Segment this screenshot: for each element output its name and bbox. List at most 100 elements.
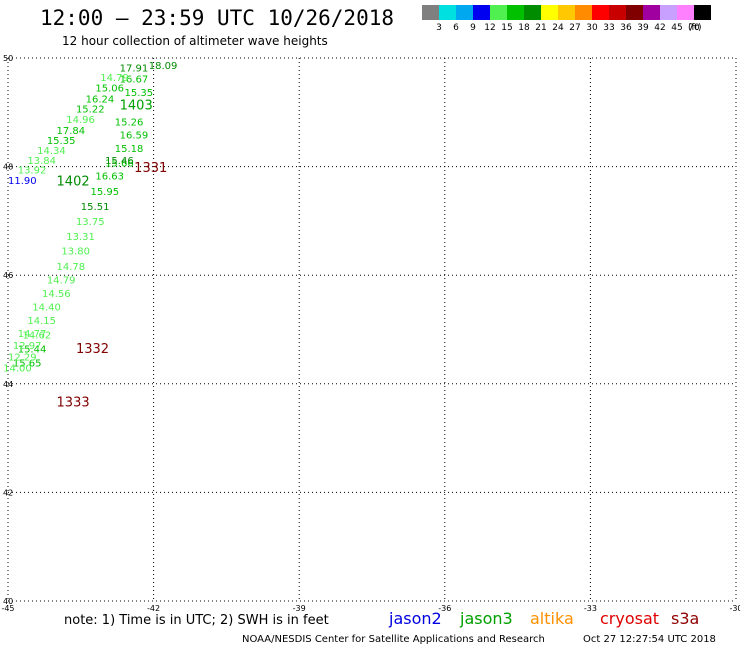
scale-label: 24 [552,23,564,33]
swh-value: 15.26 [115,117,144,128]
scale-swatch [558,5,575,20]
x-tick-label: -36 [438,604,451,613]
swh-value: 14.15 [27,316,56,327]
satellite-label-jason3: jason3 [460,609,513,628]
scale-swatch [677,5,694,20]
scale-swatch [575,5,592,20]
swh-value: 12.97 [13,341,42,352]
swh-value: 14.96 [66,115,95,126]
y-tick-label: 50 [3,54,13,63]
scale-swatch [660,5,677,20]
x-tick-label: -39 [293,604,306,613]
swh-value: 13.84 [27,156,56,167]
scale-swatch [473,5,490,20]
credit-text: NOAA/NESDIS Center for Satellite Applica… [242,634,545,645]
scale-label: 18 [518,23,530,33]
swh-value: 14.78 [57,262,86,273]
pass-number-label: 1333 [57,396,90,411]
swh-value: 15.35 [124,88,153,99]
swh-value: 13.31 [66,232,95,243]
scale-label: 30 [586,23,598,33]
scale-label: 42 [654,23,666,33]
footer-note: note: 1) Time is in UTC; 2) SWH is in fe… [64,613,329,628]
scale-swatch [507,5,524,20]
swh-value: 16.24 [86,95,115,106]
scale-label: 39 [637,23,649,33]
swh-value: 14.62 [23,331,52,342]
page-title: 12:00 – 23:59 UTC 10/26/2018 [40,6,395,30]
y-tick-label: 46 [3,271,13,280]
pass-number-label: 1403 [120,99,153,114]
swh-value: 16.59 [120,130,149,141]
satellite-label-cryosat: cryosat [600,609,660,628]
pass-number-label: 1331 [134,161,167,176]
swh-value: 16.67 [120,74,149,85]
axis-ticks: -45 -42 -39 -36 -33 -30 40 42 44 46 48 50 [1,54,740,613]
generated-timestamp: Oct 27 12:27:54 UTC 2018 [583,634,716,645]
swh-value: 14.79 [100,73,129,84]
swh-value: 15.44 [18,344,47,355]
swh-value: 15.65 [13,358,42,369]
swh-value: 13.75 [76,217,105,228]
x-tick-label: -30 [729,604,740,613]
page-subtitle: 12 hour collection of altimeter wave hei… [62,34,328,48]
x-tick-label: -45 [1,604,14,613]
scale-swatch [490,5,507,20]
scale-label: 27 [569,23,581,33]
swh-value: 15.46 [105,156,134,167]
scale-label: 6 [453,23,459,33]
swh-value: 15.22 [76,104,105,115]
swh-value: 11.90 [8,176,37,187]
swh-value: 15.35 [47,136,76,147]
satellite-label-jason2: jason2 [389,609,442,628]
scale-swatch [694,5,711,20]
scale-label: 70 [688,23,700,33]
scale-swatch [626,5,643,20]
swh-value: 15.06 [95,84,124,95]
swh-value: 14.79 [47,275,76,286]
swh-value: 15.51 [81,202,110,213]
scale-label: 45 [671,23,683,33]
swh-value: 17.84 [57,126,86,137]
scale-label: 3 [436,23,442,33]
scale-swatch [609,5,626,20]
scale-swatch [439,5,456,20]
swh-value: 13.80 [61,247,90,258]
scale-swatch [524,5,541,20]
scale-swatch [592,5,609,20]
swh-value: 14.00 [3,363,32,374]
scale-label: 36 [620,23,632,33]
swh-value: 18.09 [149,61,178,72]
scale-swatch [541,5,558,20]
swh-value: 13.92 [18,166,47,177]
swh-value: 14.77 [18,329,47,340]
pass-labels: 1403 1402 1331 1332 1333 [57,99,168,411]
satellite-label-altika: altika [530,609,574,628]
satellite-label-s3a: s3a [671,609,700,628]
scale-label: 15 [501,23,513,33]
swh-value: 17.91 [120,64,149,75]
scale-unit: (ft) [688,23,702,33]
y-tick-label: 44 [3,380,13,389]
pass-number-label: 1402 [57,175,90,190]
swh-value: 14.56 [42,289,71,300]
swh-value: 15.66 [105,159,134,170]
y-tick-label: 40 [3,597,13,606]
y-tick-label: 42 [3,488,13,497]
pass-number-label: 1332 [76,342,109,357]
swh-value: 14.40 [32,302,61,313]
scale-label: 21 [535,23,547,33]
scale-label: 33 [603,23,615,33]
data-points: 18.0917.9116.6714.7915.3515.0616.2415.22… [3,61,177,374]
y-tick-label: 48 [3,163,13,172]
grid-lines [7,57,737,602]
swh-value: 14.34 [37,146,66,157]
x-tick-label: -42 [147,604,160,613]
scale-label: 12 [484,23,496,33]
swh-value: 15.95 [91,187,120,198]
swh-value: 12.29 [8,352,37,363]
scale-label: 9 [470,23,476,33]
scale-swatch [422,5,439,20]
